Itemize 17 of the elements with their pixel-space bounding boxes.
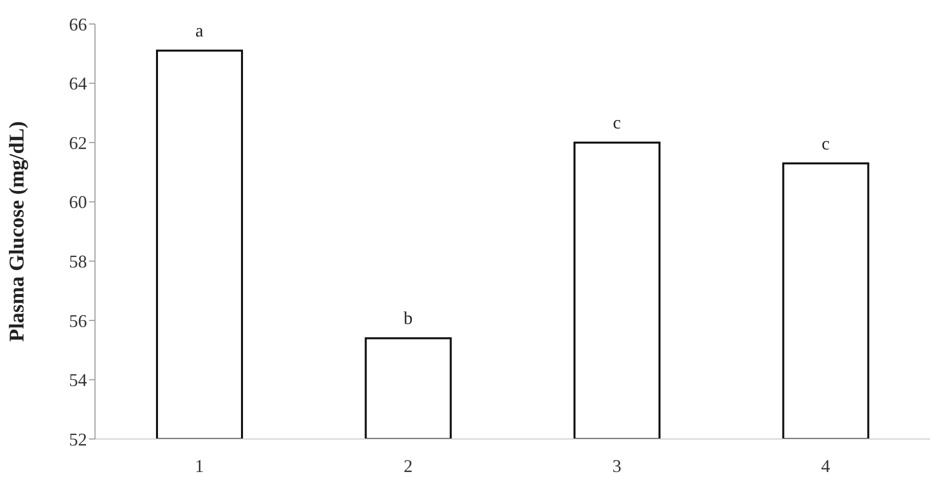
x-tick-label: 3 xyxy=(612,456,622,476)
y-tick-label: 54 xyxy=(69,370,87,390)
y-tick-label: 66 xyxy=(69,14,87,34)
x-tick-label: 1 xyxy=(194,456,204,476)
y-tick-label: 58 xyxy=(69,252,87,272)
y-tick-label: 56 xyxy=(69,310,87,331)
x-tick-label: 4 xyxy=(821,456,830,476)
annotation: b xyxy=(404,308,413,328)
annotation: c xyxy=(822,133,830,154)
y-tick-label: 62 xyxy=(69,132,87,153)
annotation: a xyxy=(195,20,204,41)
y-tick-label: 52 xyxy=(69,429,87,450)
annotation: c xyxy=(612,112,621,133)
y-tick-label: 60 xyxy=(69,192,87,212)
y-axis-title: Plasma Glucose (mg/dL) xyxy=(4,121,28,342)
x-tick-label: 2 xyxy=(404,456,413,476)
y-tick-label: 64 xyxy=(69,74,87,94)
